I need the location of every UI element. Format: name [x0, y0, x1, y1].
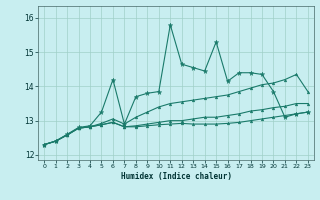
X-axis label: Humidex (Indice chaleur): Humidex (Indice chaleur)	[121, 172, 231, 181]
